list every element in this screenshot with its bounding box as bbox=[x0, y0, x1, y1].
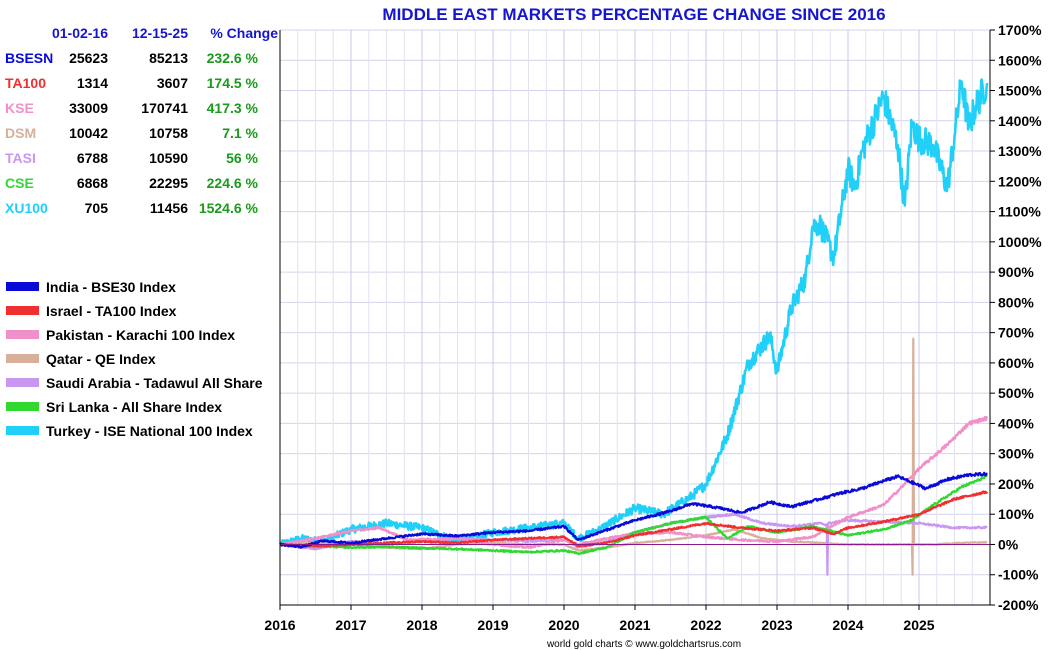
x-tick-label: 2018 bbox=[406, 617, 437, 633]
table-end-value: 11456 bbox=[150, 200, 188, 216]
table-start-value: 6788 bbox=[77, 150, 108, 166]
series-line-india bbox=[279, 471, 988, 549]
legend-swatch bbox=[6, 306, 39, 315]
y-tick-label: 1300% bbox=[998, 143, 1042, 159]
legend-label: India - BSE30 Index bbox=[46, 279, 176, 295]
x-tick-label: 2021 bbox=[619, 617, 650, 633]
y-tick-label: 1500% bbox=[998, 83, 1042, 99]
table-change-value: 232.6 % bbox=[207, 50, 259, 66]
legend-label: Sri Lanka - All Share Index bbox=[46, 399, 222, 415]
table-header-start: 01-02-16 bbox=[52, 25, 108, 41]
y-tick-label: 900% bbox=[998, 264, 1034, 280]
table-change-value: 56 % bbox=[226, 150, 258, 166]
y-tick-label: -100% bbox=[998, 567, 1039, 583]
table-change-value: 224.6 % bbox=[207, 175, 259, 191]
y-tick-label: 700% bbox=[998, 325, 1034, 341]
legend-swatch bbox=[6, 354, 39, 363]
table-code: XU100 bbox=[5, 200, 48, 216]
chart-credit: world gold charts © www.goldchartsrus.co… bbox=[546, 639, 741, 650]
y-tick-label: 1400% bbox=[998, 113, 1042, 129]
x-tick-label: 2017 bbox=[335, 617, 366, 633]
table-end-value: 10758 bbox=[149, 125, 188, 141]
table-start-value: 1314 bbox=[77, 75, 108, 91]
series-layer bbox=[278, 78, 989, 576]
x-tick-label: 2024 bbox=[832, 617, 863, 633]
table-end-value: 22295 bbox=[149, 175, 188, 191]
y-tick-label: 1700% bbox=[998, 22, 1042, 38]
summary-table: 01-02-16 12-15-25 % Change BSESN 25623 852… bbox=[5, 25, 278, 216]
legend-swatch bbox=[6, 282, 39, 291]
x-tick-label: 2023 bbox=[761, 617, 792, 633]
y-tick-label: 1000% bbox=[998, 234, 1042, 250]
table-start-value: 10042 bbox=[69, 125, 108, 141]
y-tick-label: 600% bbox=[998, 355, 1034, 371]
x-tick-label: 2016 bbox=[264, 617, 295, 633]
table-change-value: 417.3 % bbox=[207, 100, 259, 116]
legend-label: Saudi Arabia - Tadawul All Share bbox=[46, 375, 263, 391]
legend-label: Turkey - ISE National 100 Index bbox=[46, 423, 253, 439]
y-tick-label: 0% bbox=[998, 536, 1019, 552]
series-line-sri-lanka bbox=[279, 474, 988, 556]
y-tick-label: 1100% bbox=[998, 204, 1041, 220]
legend: India - BSE30 Index Israel - TA100 Index P… bbox=[6, 279, 263, 439]
legend-label: Israel - TA100 Index bbox=[46, 303, 177, 319]
y-tick-label: 1200% bbox=[998, 173, 1042, 189]
series-line-israel bbox=[279, 490, 989, 548]
table-code: TA100 bbox=[5, 75, 46, 91]
table-start-value: 6868 bbox=[77, 175, 108, 191]
table-header-change: % Change bbox=[210, 25, 278, 41]
table-end-value: 85213 bbox=[149, 50, 188, 66]
table-end-value: 10590 bbox=[149, 150, 188, 166]
table-end-value: 170741 bbox=[141, 100, 188, 116]
axes bbox=[279, 29, 995, 610]
table-header-end: 12-15-25 bbox=[132, 25, 188, 41]
table-start-value: 705 bbox=[85, 200, 109, 216]
table-change-value: 1524.6 % bbox=[199, 200, 259, 216]
y-axis-ticks: 1700% 1600% 1500% 1400% 1300% 1200% 1100% 1000%… bbox=[998, 22, 1042, 613]
table-end-value: 3607 bbox=[157, 75, 188, 91]
legend-swatch bbox=[6, 426, 39, 435]
y-tick-label: -200% bbox=[998, 597, 1039, 613]
y-tick-label: 1600% bbox=[998, 52, 1042, 68]
table-change-value: 7.1 % bbox=[222, 125, 258, 141]
x-axis-ticks: 2016 2017 2018 2019 2020 2021 2022 2023 2024 2025 bbox=[264, 617, 934, 633]
table-start-value: 25623 bbox=[69, 50, 108, 66]
legend-label: Pakistan - Karachi 100 Index bbox=[46, 327, 235, 343]
y-tick-label: 500% bbox=[998, 385, 1034, 401]
x-tick-label: 2022 bbox=[690, 617, 721, 633]
table-code: BSESN bbox=[5, 50, 53, 66]
table-change-value: 174.5 % bbox=[207, 75, 259, 91]
table-code: CSE bbox=[5, 175, 34, 191]
x-tick-label: 2019 bbox=[477, 617, 508, 633]
series-line-turkey bbox=[278, 78, 989, 547]
legend-swatch bbox=[6, 330, 39, 339]
table-rows: BSESN 25623 85213 232.6 % TA100 1314 3607 174.5… bbox=[5, 50, 259, 216]
table-code: TASI bbox=[5, 150, 36, 166]
table-code: KSE bbox=[5, 100, 34, 116]
x-tick-label: 2020 bbox=[548, 617, 579, 633]
x-tick-label: 2025 bbox=[903, 617, 934, 633]
table-code: DSM bbox=[5, 125, 36, 141]
y-tick-label: 200% bbox=[998, 476, 1034, 492]
y-tick-label: 100% bbox=[998, 506, 1034, 522]
legend-swatch bbox=[6, 402, 39, 411]
table-start-value: 33009 bbox=[69, 100, 108, 116]
y-tick-label: 400% bbox=[998, 415, 1034, 431]
chart-title: MIDDLE EAST MARKETS PERCENTAGE CHANGE SI… bbox=[382, 5, 885, 24]
y-tick-label: 800% bbox=[998, 294, 1034, 310]
y-tick-label: 300% bbox=[998, 446, 1034, 462]
legend-label: Qatar - QE Index bbox=[46, 351, 156, 367]
legend-swatch bbox=[6, 378, 39, 387]
